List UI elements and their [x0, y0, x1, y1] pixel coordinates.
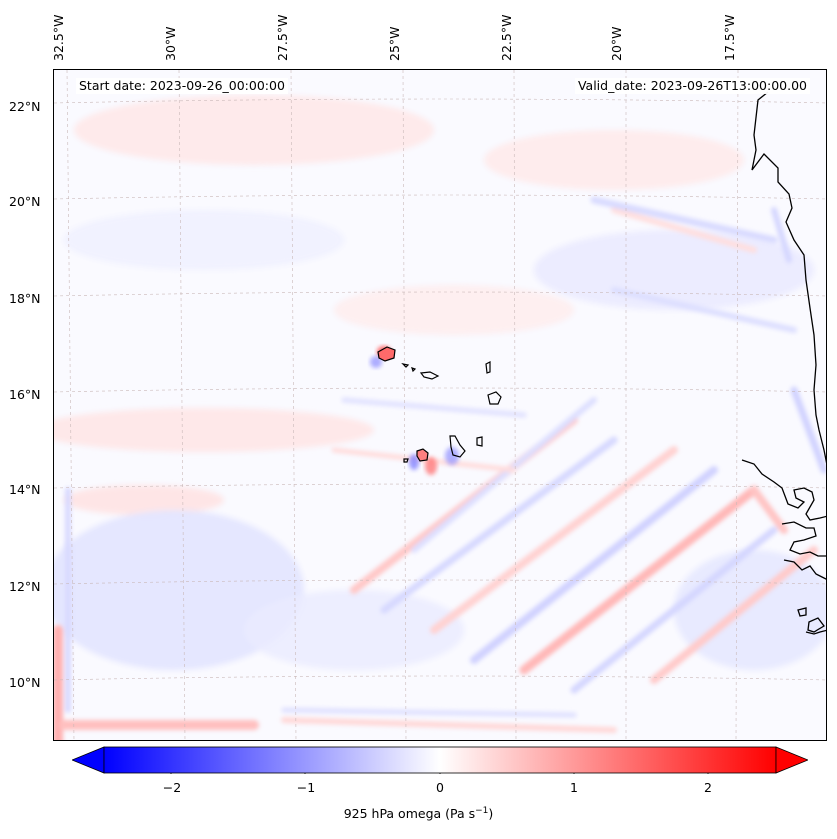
parallel-line: [54, 387, 826, 393]
downward-motion-band: [519, 485, 759, 675]
colorbar-tick-marks: [170, 773, 709, 774]
island-sao-vicente: [401, 363, 410, 368]
lat-tick-label: 16°N: [9, 387, 41, 402]
upward-motion-band: [570, 526, 778, 694]
upward-motion-band: [380, 436, 618, 614]
graticule: [54, 70, 826, 740]
downward-motion-area: [64, 485, 224, 515]
island-santo-antao: [377, 346, 396, 362]
lat-tick-label: 14°N: [9, 482, 41, 497]
island-santiago: [449, 435, 466, 458]
upward-motion-band: [281, 707, 577, 718]
upward-motion-band: [790, 386, 826, 474]
parallel-line: [54, 194, 826, 200]
lat-tick-label: 20°N: [9, 194, 41, 209]
meridian-line: [66, 70, 75, 740]
downward-motion-band: [750, 486, 788, 534]
island-santa-luzia: [411, 367, 417, 373]
upward-motion-area: [54, 510, 304, 670]
valid-date-label: Valid_date: 2023-09-26T13:00:00.00: [574, 78, 810, 94]
colorbar-label-main: 925 hPa omega (Pa s: [343, 806, 476, 822]
downward-motion-area: [54, 408, 374, 452]
meridian-line: [513, 70, 517, 740]
start-date-label: Start date: 2023-09-26_00:00:00: [76, 78, 288, 94]
colorbar-tick-label: −2: [162, 780, 182, 795]
upward-motion-band: [771, 207, 792, 263]
lat-tick-label: 18°N: [9, 291, 41, 306]
meridian-line: [735, 70, 739, 740]
parallel-line: [54, 291, 826, 297]
upward-motion-area: [64, 210, 344, 270]
colorbar-tick-label: −1: [296, 780, 316, 795]
upward-motion-band: [611, 287, 797, 333]
upward-motion-band: [411, 397, 597, 553]
omega-field-map: [54, 70, 826, 740]
colorbar-label-exponent: −1: [475, 806, 489, 816]
island-sal: [485, 361, 491, 374]
lon-tick-label: 25°W: [387, 26, 402, 61]
lon-tick-label: 17.5°W: [722, 14, 737, 61]
downward-motion-core: [425, 457, 437, 475]
downward-motion-area: [74, 95, 434, 165]
parallel-line: [54, 98, 826, 104]
lat-tick-label: 12°N: [9, 579, 41, 594]
african-coastline: [741, 91, 826, 635]
meridian-line: [290, 70, 297, 740]
upward-motion-core: [445, 447, 459, 465]
island-fogo: [416, 448, 429, 462]
upward-motion-core: [370, 356, 382, 368]
upward-motion-core: [409, 454, 419, 470]
downward-motion-band: [611, 207, 757, 253]
parallel-line: [54, 483, 826, 489]
colorbar-body: [103, 746, 777, 774]
coastline-bijagos: [797, 607, 807, 617]
colorbar-tick-label: 1: [570, 780, 578, 795]
lon-tick-label: 27.5°W: [275, 14, 290, 61]
parallel-line: [54, 579, 826, 585]
cape-verde-islands: [377, 346, 502, 463]
parallel-line: [54, 675, 826, 681]
island-sao-nicolau: [419, 371, 440, 380]
colorbar-tick-label: 0: [436, 780, 444, 795]
colorbar-tick-label: 2: [704, 780, 712, 795]
coastline-guinea: [783, 559, 826, 580]
meridian-line: [402, 70, 407, 740]
upward-motion-band: [590, 196, 778, 244]
lon-tick-label: 30°W: [163, 26, 178, 61]
lon-tick-label: 22.5°W: [499, 14, 514, 61]
meridian-line: [178, 70, 186, 740]
island-brava: [403, 458, 409, 463]
colorbar-label: 925 hPa omega (Pa s−1): [0, 806, 837, 821]
coastline-mauritania: [751, 91, 826, 464]
downward-motion-area: [484, 130, 744, 190]
omega-band-layer: [54, 196, 826, 740]
lon-tick-label: 32.5°W: [51, 14, 66, 61]
omega-map-panel: [53, 69, 827, 741]
colorbar-over-extension: [775, 746, 808, 774]
omega-colorbar: [72, 746, 808, 774]
upward-motion-area: [674, 550, 826, 670]
coastline-guinea-south: [807, 617, 825, 633]
coastline-guinea-bissau: [781, 521, 826, 557]
upward-motion-area: [244, 590, 464, 670]
colorbar-label-end: ): [488, 806, 494, 822]
downward-motion-area: [334, 285, 574, 335]
upward-motion-band: [341, 397, 527, 418]
downward-motion-band: [430, 446, 678, 634]
upward-motion-band: [470, 466, 718, 664]
island-maio: [476, 436, 483, 447]
lat-tick-label: 22°N: [9, 99, 41, 114]
coastline-senegal: [741, 459, 826, 521]
lon-tick-label: 20°W: [609, 26, 624, 61]
coastline-sierra-leone: [805, 629, 826, 635]
downward-motion-band: [650, 546, 818, 684]
colorbar-under-extension: [72, 746, 105, 774]
lat-tick-label: 10°N: [9, 675, 41, 690]
island-boa-vista: [487, 391, 502, 405]
downward-motion-band: [281, 717, 617, 733]
